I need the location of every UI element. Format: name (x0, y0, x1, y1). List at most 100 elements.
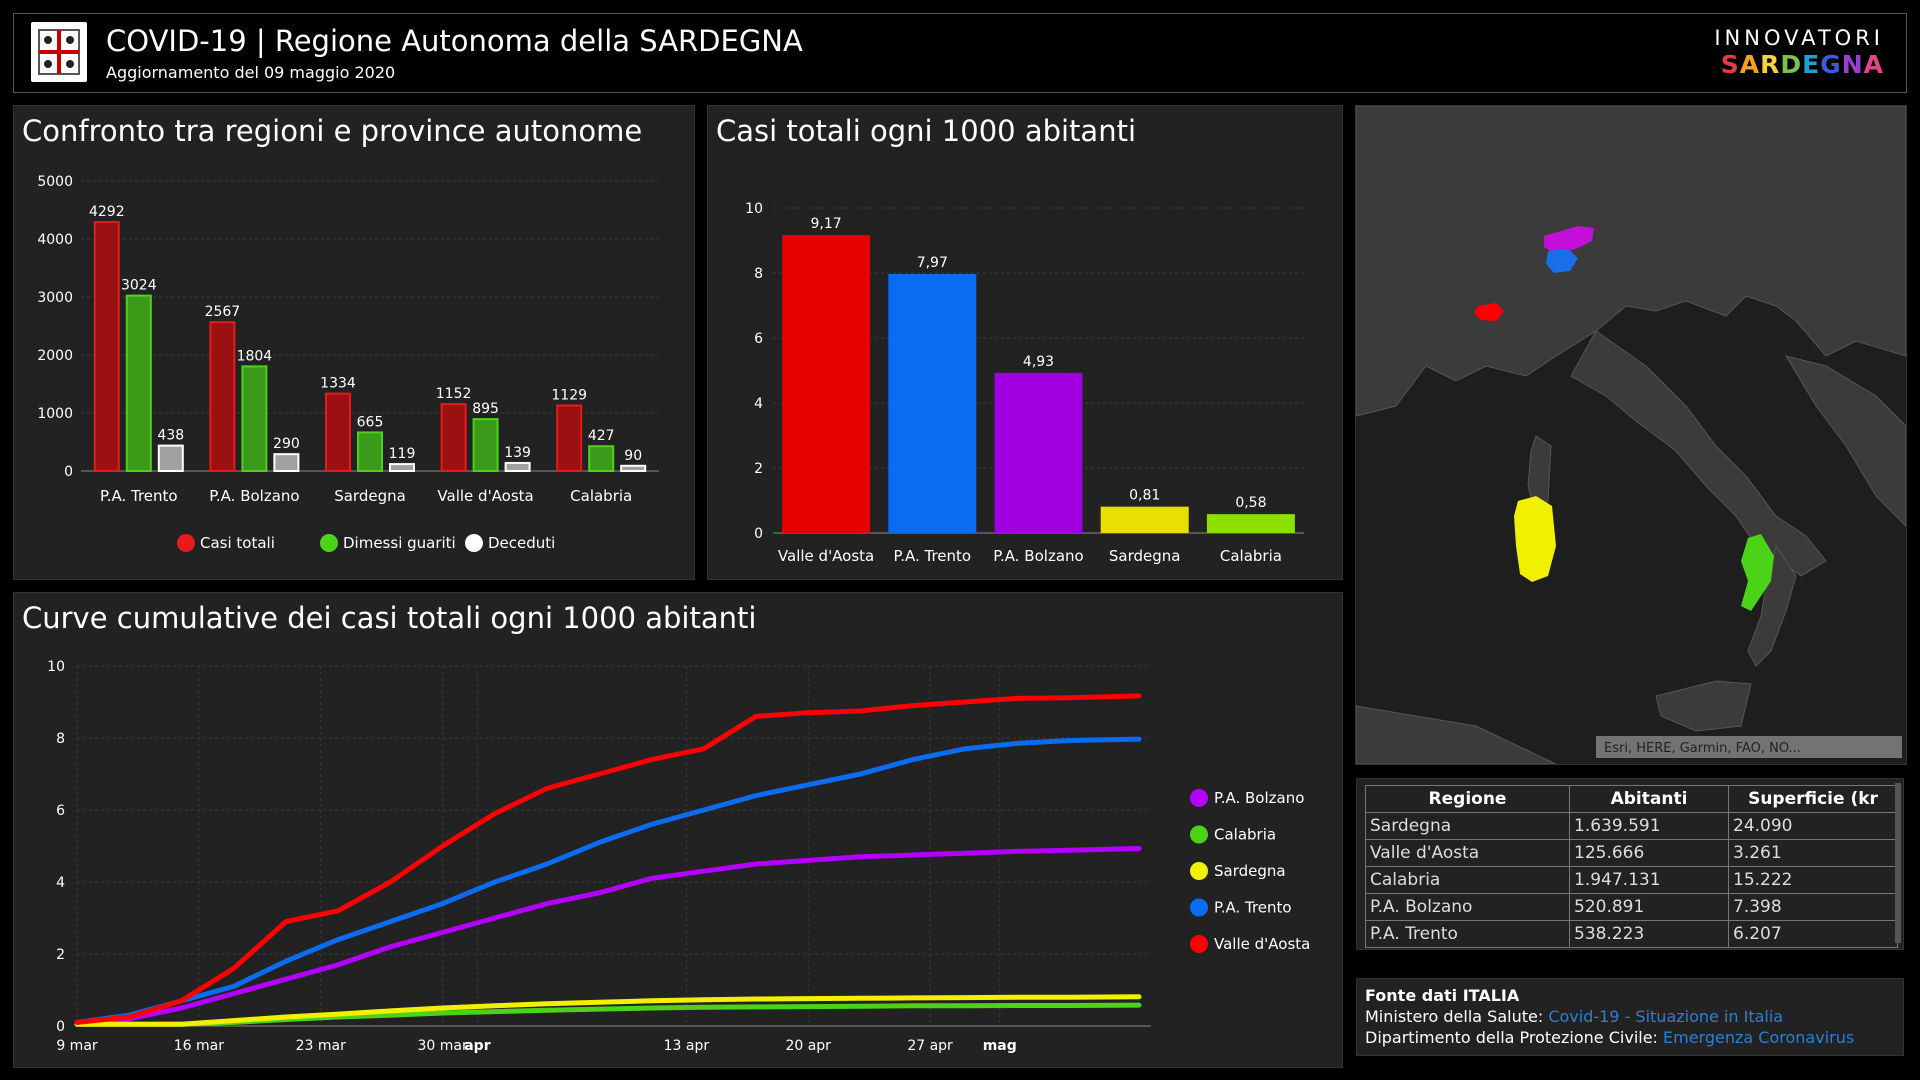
legend-label: P.A. Trento (1214, 899, 1292, 917)
column-header-superficie[interactable]: Superficie (kr (1728, 785, 1898, 813)
table-cell: 24.090 (1728, 812, 1898, 840)
sources-line-protezione-label: Dipartimento della Protezione Civile: (1365, 1028, 1664, 1047)
bar (389, 463, 415, 472)
brand-letter: A (1739, 50, 1761, 79)
italy-map[interactable]: Esri, HERE, Garmin, FAO, NO... (1356, 106, 1906, 764)
brand-letter: D (1780, 50, 1803, 79)
column-header-abitanti[interactable]: Abitanti (1569, 785, 1729, 813)
legend-marker (1190, 825, 1208, 844)
data-label: 895 (472, 401, 499, 417)
table-row[interactable]: P.A. Trento 538.223 6.207 (1365, 920, 1898, 948)
bar (357, 431, 383, 472)
x-tick-label: 16 mar (174, 1038, 224, 1054)
y-tick-label: 8 (56, 731, 65, 747)
series-line (74, 736, 1142, 1025)
population-table-panel[interactable]: Regione Abitanti Superficie (kr Sardegna… (1356, 778, 1904, 950)
sources-line-ministero-label: Ministero della Salute: (1365, 1007, 1549, 1026)
page-title: COVID-19 | Regione Autonoma della SARDEG… (106, 24, 803, 58)
trento-region[interactable] (1546, 249, 1578, 273)
legend-marker (1190, 789, 1208, 807)
y-tick-label: 4 (754, 396, 763, 412)
valle-d-aosta-region[interactable] (1474, 303, 1504, 321)
legend-marker (1190, 935, 1208, 953)
y-tick-label: 2 (56, 947, 65, 963)
table-cell: P.A. Trento (1365, 920, 1570, 948)
y-tick-label: 0 (754, 526, 763, 542)
bar (125, 294, 152, 472)
data-sources-panel: Fonte dati ITALIA Ministero della Salute… (1356, 978, 1904, 1056)
y-tick-label: 4000 (37, 232, 73, 248)
bolzano-region[interactable] (1544, 226, 1594, 254)
y-tick-label: 2 (754, 461, 763, 477)
data-label: 0,58 (1235, 495, 1266, 511)
x-tick-label: Sardegna (1109, 547, 1181, 565)
table-cell: 7.398 (1728, 893, 1898, 921)
sardegna-region[interactable] (1514, 496, 1556, 582)
y-tick-label: 6 (754, 331, 763, 347)
table-row[interactable]: Sardegna 1.639.591 24.090 (1365, 812, 1898, 840)
brand-letter: S (1720, 50, 1740, 79)
data-label: 7,97 (917, 255, 948, 271)
table-cell: Sardegna (1365, 812, 1570, 840)
legend-label: Calabria (1214, 826, 1276, 844)
bar (588, 445, 615, 473)
regions-comparison-chart: 0 1000 2000 3000 4000 5000 P.A. Trento 4292 3024… (37, 174, 659, 552)
table-row[interactable]: Valle d'Aosta 125.666 3.261 (1365, 839, 1898, 867)
data-label: 438 (157, 428, 184, 444)
x-tick-label: 20 apr (785, 1038, 831, 1054)
data-label: 1129 (551, 388, 587, 404)
data-label: 427 (588, 428, 615, 444)
x-tick-label: Calabria (570, 487, 632, 505)
table-row[interactable]: P.A. Bolzano 520.891 7.398 (1365, 893, 1898, 921)
table-cell: 125.666 (1569, 839, 1729, 867)
population-table[interactable]: Regione Abitanti Superficie (kr Sardegna… (1365, 785, 1898, 948)
brand-letter: G (1820, 50, 1842, 79)
map-panel[interactable]: Esri, HERE, Garmin, FAO, NO... (1355, 105, 1907, 765)
bar (93, 221, 120, 473)
regions-comparison-title: Confronto tra regioni e province autonom… (22, 114, 643, 148)
sardegna-coat-of-arms-logo (31, 22, 87, 82)
bar (209, 321, 236, 472)
x-tick-label: Valle d'Aosta (778, 547, 874, 565)
table-cell: P.A. Bolzano (1365, 893, 1570, 921)
x-tick-label: Valle d'Aosta (437, 487, 533, 505)
data-label: 665 (357, 414, 384, 430)
legend-label: P.A. Bolzano (1214, 789, 1304, 807)
x-tick-label: mag (983, 1038, 1017, 1054)
bar (241, 365, 268, 473)
bar (782, 234, 871, 533)
brand-sardegna: SARDEGNA (1721, 50, 1884, 79)
bar (556, 404, 583, 473)
legend-label: Dimessi guariti (343, 534, 456, 552)
table-row[interactable]: Calabria 1.947.131 15.222 (1365, 866, 1898, 894)
data-label: 1152 (436, 386, 472, 402)
series-line (74, 693, 1142, 1025)
brand-letter: E (1802, 50, 1821, 79)
data-label: 1804 (237, 348, 273, 364)
bar (157, 444, 184, 473)
map-attribution: Esri, HERE, Garmin, FAO, NO... (1604, 741, 1801, 756)
cumulative-curves-title: Curve cumulative dei casi totali ogni 10… (22, 601, 757, 635)
table-scrollbar[interactable] (1895, 783, 1901, 943)
table-cell: 538.223 (1569, 920, 1729, 948)
y-tick-label: 1000 (37, 406, 73, 422)
data-label: 4,93 (1023, 354, 1054, 370)
bar (325, 392, 351, 472)
table-cell: 520.891 (1569, 893, 1729, 921)
table-cell: Calabria (1365, 866, 1570, 894)
ministero-link[interactable]: Covid-19 - Situazione in Italia (1548, 1007, 1784, 1026)
y-tick-label: 4 (56, 875, 65, 891)
y-tick-label: 6 (56, 803, 65, 819)
bar (472, 418, 499, 472)
cases-per-1000-title: Casi totali ogni 1000 abitanti (716, 114, 1137, 148)
column-header-regione[interactable]: Regione (1365, 785, 1570, 813)
y-tick-label: 3000 (37, 290, 73, 306)
legend-marker (320, 534, 338, 552)
data-label: 139 (504, 445, 531, 461)
calabria-region[interactable] (1741, 534, 1774, 611)
protezione-civile-link[interactable]: Emergenza Coronavirus (1663, 1028, 1855, 1047)
x-tick-label: P.A. Bolzano (993, 547, 1083, 565)
sources-line-ministero: Ministero della Salute: Covid-19 - Situa… (1365, 1007, 1783, 1026)
cases-per-1000-panel: Casi totali ogni 1000 abitanti 0 2 4 6 8 10 9,… (707, 105, 1343, 580)
brand-letter: R (1760, 50, 1781, 79)
